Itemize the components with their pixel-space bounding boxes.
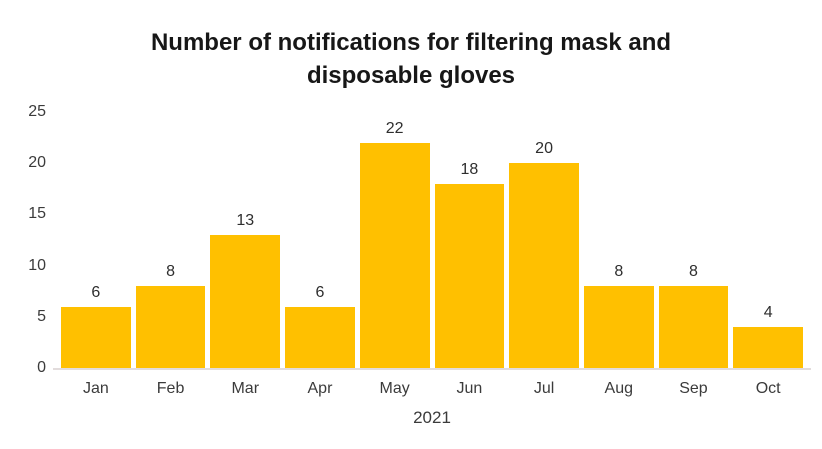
- bar-column-mar: 13: [210, 112, 281, 368]
- bar-column-may: 22: [359, 112, 430, 368]
- x-axis-labels: Jan Feb Mar Apr May Jun Jul Aug Sep Oct: [58, 380, 806, 398]
- y-tick-label: 20: [28, 154, 46, 172]
- bar-data-label: 6: [91, 283, 101, 301]
- bar: [210, 234, 281, 368]
- bar: [733, 327, 804, 368]
- x-tick-label: Apr: [307, 380, 333, 397]
- bar: [285, 306, 355, 368]
- bar-column-feb: 8: [135, 112, 206, 368]
- bar-data-label: 6: [315, 283, 325, 301]
- plot-area: 0 5 10 15 20 25 6 8 13 6 22 18 20 8 8 4: [28, 103, 811, 376]
- chart-title: Number of notifications for filtering ma…: [150, 29, 672, 89]
- x-tick-label: Jun: [456, 380, 483, 397]
- bar: [61, 306, 131, 368]
- x-tick-label: Feb: [156, 380, 185, 397]
- bar-column-apr: 6: [285, 112, 355, 368]
- bar-data-label: 8: [166, 263, 175, 281]
- bar: [509, 163, 579, 368]
- x-tick-label: Aug: [604, 380, 633, 397]
- bar: [135, 286, 206, 368]
- bar-data-label: 20: [535, 140, 553, 158]
- bars-container: 6 8 13 6 22 18 20 8 8 4: [58, 112, 806, 368]
- x-tick-label: Jul: [533, 380, 555, 397]
- bar-data-label: 8: [614, 263, 624, 281]
- bar-column-sep: 8: [658, 112, 729, 368]
- y-tick-label: 5: [37, 307, 46, 325]
- bar-data-label: 4: [763, 304, 773, 322]
- bar-data-label: 18: [460, 160, 479, 178]
- x-axis-line: [53, 368, 811, 370]
- bar: [434, 183, 505, 368]
- bar: [359, 142, 430, 368]
- x-tick-label: May: [379, 380, 410, 397]
- x-tick-label: Oct: [755, 380, 781, 397]
- y-tick-label: 10: [28, 256, 46, 274]
- bar-data-label: 13: [236, 211, 255, 229]
- bar-column-jul: 20: [509, 112, 579, 368]
- x-tick-label: Jan: [82, 380, 109, 397]
- bar-data-label: 22: [385, 119, 404, 137]
- bar-data-label: 8: [689, 263, 698, 281]
- x-axis-title: 2021: [413, 408, 451, 427]
- bar: [583, 286, 654, 368]
- y-tick-label: 15: [28, 205, 46, 223]
- y-tick-label: 25: [28, 103, 46, 120]
- bar-column-oct: 4: [733, 112, 804, 368]
- x-tick-label: Sep: [679, 380, 708, 397]
- x-tick-label: Mar: [231, 380, 260, 397]
- bar: [658, 286, 729, 368]
- bar-column-jan: 6: [61, 112, 131, 368]
- y-tick-label: 0: [37, 359, 46, 376]
- bar-column-jun: 18: [434, 112, 505, 368]
- bar-column-aug: 8: [583, 112, 654, 368]
